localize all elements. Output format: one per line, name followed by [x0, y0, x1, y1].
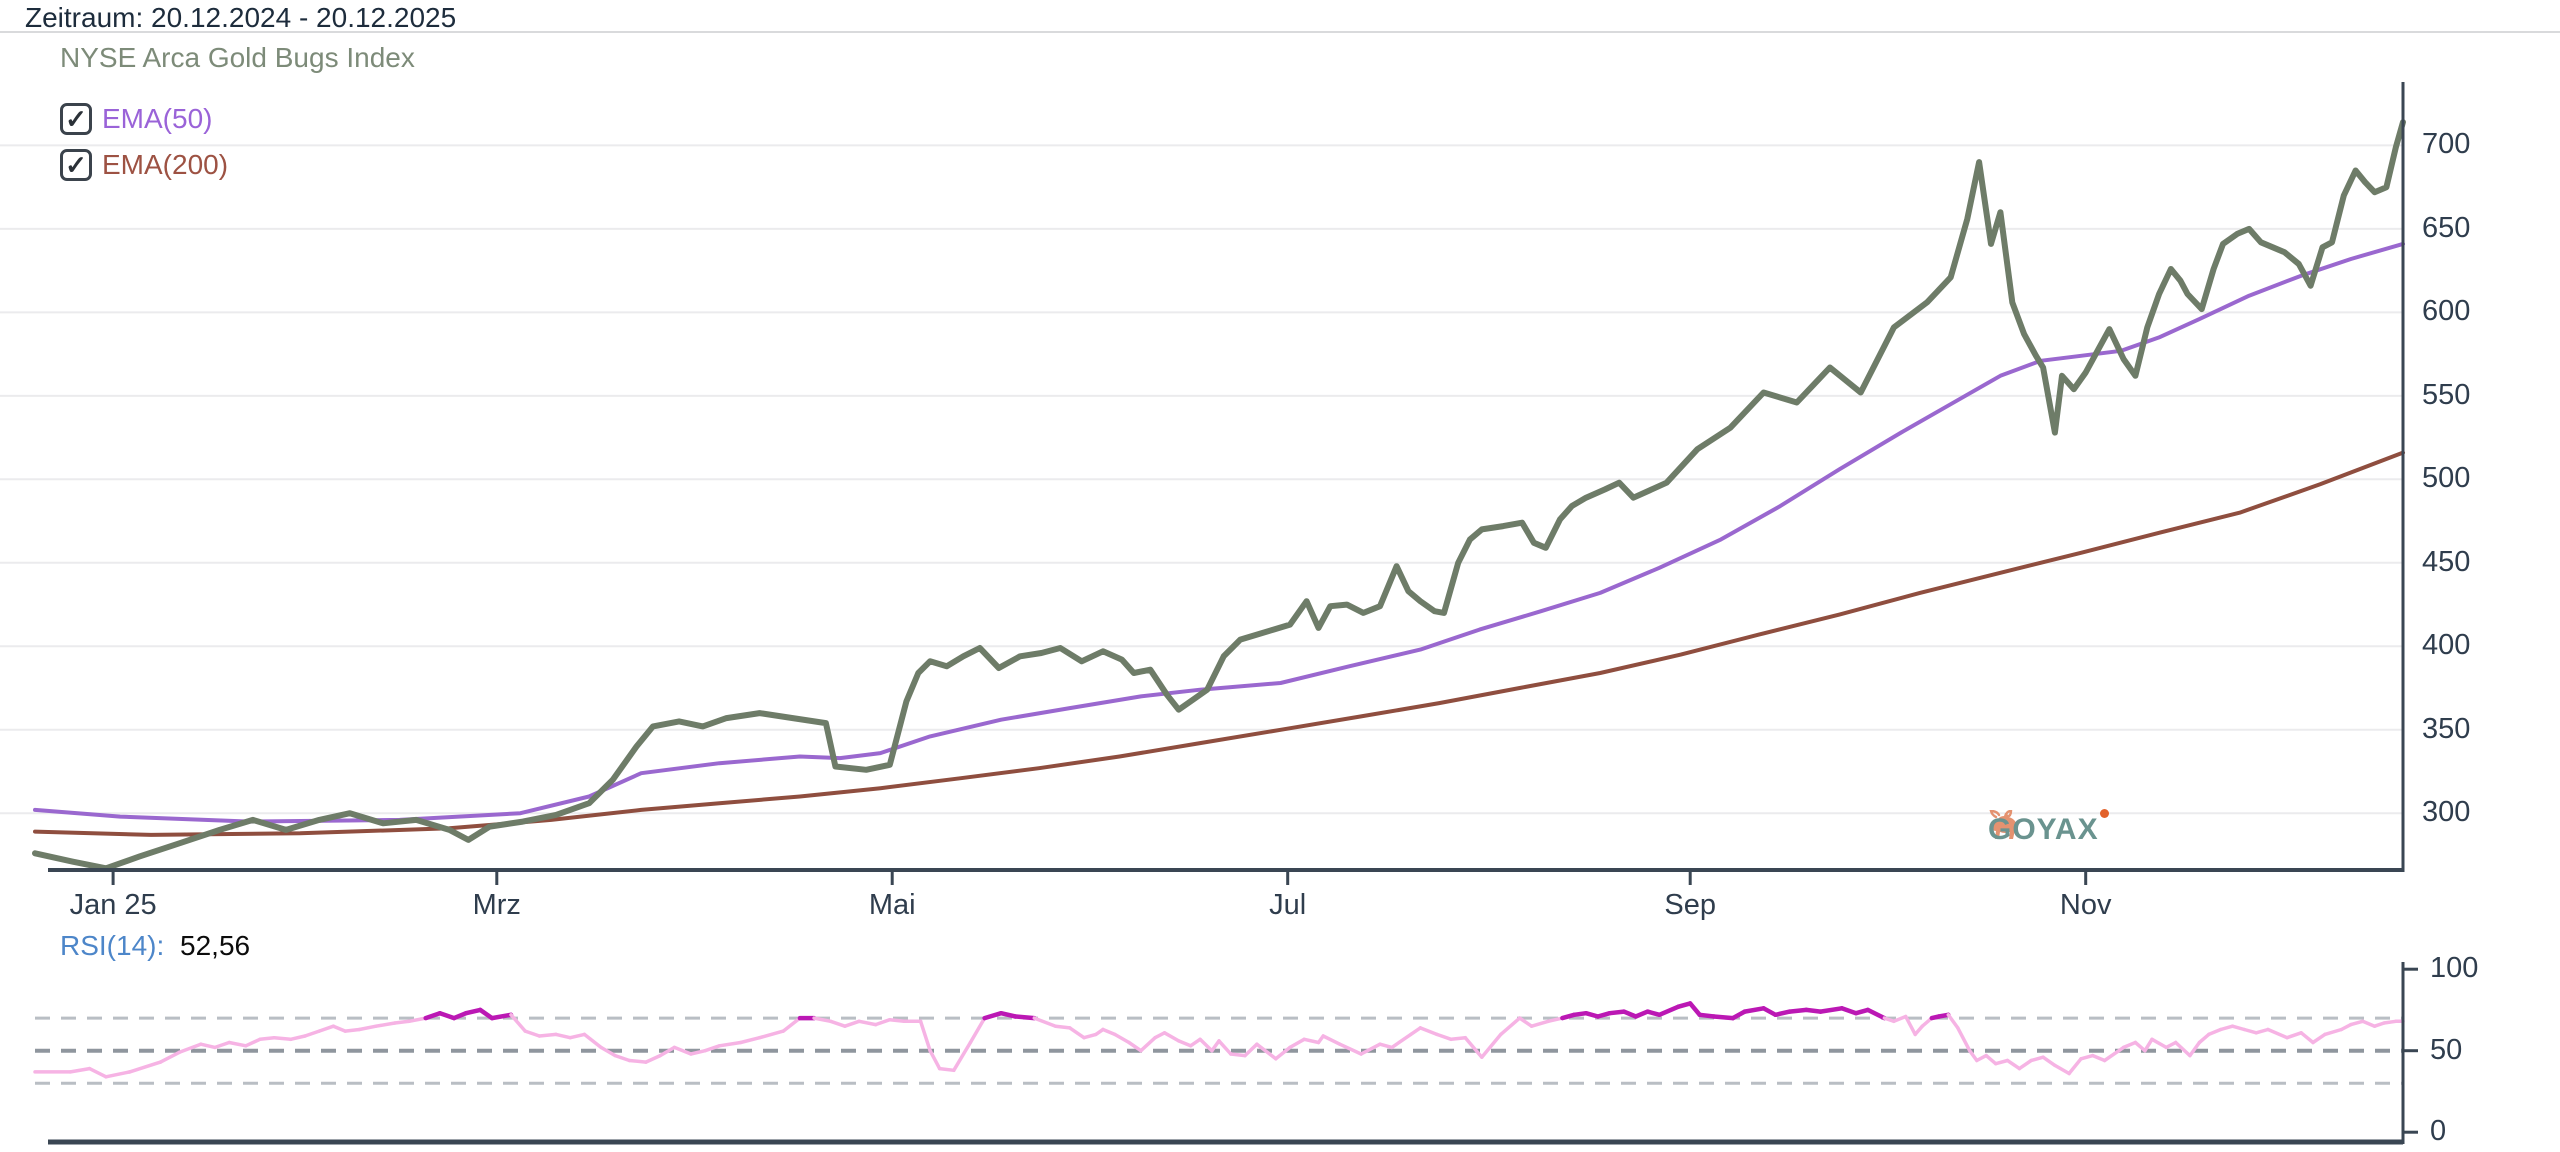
bull-icon: [1989, 810, 2017, 839]
rsi-y-tick-label: 100: [2430, 952, 2479, 985]
price-y-tick-label: 450: [2422, 545, 2471, 578]
indicator-legend: ✓ EMA(50) ✓ EMA(200): [60, 96, 228, 188]
month-tick-label: Sep: [1664, 889, 1717, 921]
ema200-label: EMA(200): [102, 149, 229, 180]
goyax-brand-text: GOYAX: [1988, 809, 2109, 847]
month-tick-label: Mrz: [472, 889, 521, 921]
month-tick-label: Jan 25: [69, 889, 157, 921]
price-y-tick-label: 500: [2422, 462, 2471, 495]
rsi-y-tick-label: 0: [2430, 1115, 2447, 1148]
price-y-tick-label: 700: [2422, 128, 2471, 161]
ema50-checkbox[interactable]: ✓: [60, 103, 92, 135]
goyax-dot: [2099, 809, 2109, 818]
legend-item-ema200: ✓ EMA(200): [60, 142, 228, 188]
month-tick-label: Jul: [1269, 889, 1307, 921]
price-y-tick-label: 350: [2422, 712, 2471, 745]
month-tick-label: Mai: [868, 889, 916, 921]
chart-title: NYSE Arca Gold Bugs Index: [60, 42, 415, 73]
rsi-value: 52,56: [180, 930, 251, 961]
period-label: Zeitraum: 20.12.2024 - 20.12.2025: [25, 2, 457, 33]
header-divider: [0, 31, 2560, 33]
rsi-y-tick-label: 50: [2430, 1033, 2463, 1066]
goyax-logo: GOYAX: [1982, 809, 2109, 850]
month-tick-label: Nov: [2059, 889, 2112, 921]
price-y-tick-label: 650: [2422, 211, 2471, 244]
price-y-tick-label: 300: [2422, 796, 2471, 829]
ema200-checkbox[interactable]: ✓: [60, 149, 92, 181]
rsi-label: RSI(14):: [60, 930, 165, 961]
rsi-header: RSI(14): 52,56: [60, 930, 250, 962]
price-y-tick-label: 550: [2422, 378, 2471, 411]
price-y-tick-label: 400: [2422, 629, 2471, 662]
price-y-tick-label: 600: [2422, 295, 2471, 328]
legend-item-ema50: ✓ EMA(50): [60, 96, 228, 142]
ema50-label: EMA(50): [102, 103, 213, 134]
